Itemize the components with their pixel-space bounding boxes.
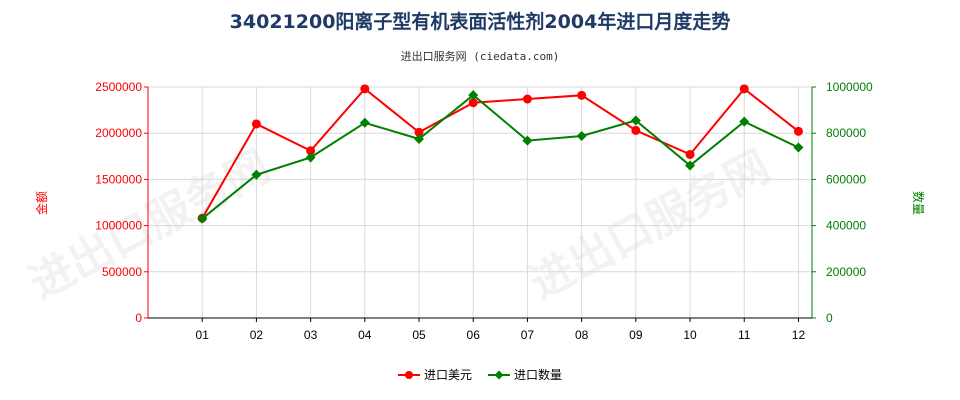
data-point	[468, 98, 478, 108]
legend-label: 进口数量	[514, 367, 562, 382]
right-tick-label: 1000000	[826, 80, 873, 94]
data-point	[414, 127, 424, 137]
left-tick-label: 1500000	[95, 172, 142, 186]
data-point	[739, 84, 749, 94]
legend-marker	[405, 371, 413, 379]
data-point	[359, 117, 370, 128]
data-point	[251, 169, 262, 180]
left-tick-label: 500000	[102, 265, 142, 279]
chart-title: 34021200阳离子型有机表面活性剂2004年进口月度走势	[230, 10, 731, 33]
x-tick-label: 01	[196, 328, 210, 342]
series-line-2	[201, 93, 799, 220]
legend: 进口美元 进口数量	[398, 367, 562, 382]
x-tick-label: 02	[250, 328, 264, 342]
left-tick-label: 1000000	[95, 219, 142, 233]
data-point	[305, 152, 316, 163]
right-tick-label: 200000	[826, 265, 866, 279]
x-tick-label: 09	[629, 328, 643, 342]
legend-marker	[494, 370, 504, 380]
legend-label: 进口美元	[424, 368, 472, 382]
data-point	[577, 90, 587, 100]
data-point	[522, 135, 533, 146]
left-tick-label: 2000000	[95, 126, 142, 140]
data-point	[576, 130, 587, 141]
data-point	[685, 149, 695, 159]
chart-subtitle: 进出口服务网 (ciedata.com)	[401, 49, 560, 63]
data-point	[631, 125, 641, 135]
x-tick-label: 06	[467, 328, 481, 342]
x-tick-label: 03	[304, 328, 318, 342]
x-tick-label: 04	[358, 328, 372, 342]
data-point	[197, 213, 208, 224]
x-tick-label: 12	[792, 328, 806, 342]
series-line-1	[201, 87, 800, 219]
right-tick-label: 600000	[826, 172, 866, 186]
data-point	[630, 115, 641, 126]
right-axis-label: 数量	[911, 191, 926, 215]
right-tick-label: 0	[826, 311, 833, 325]
right-tick-label: 400000	[826, 219, 866, 233]
data-point	[793, 126, 803, 136]
data-point	[468, 90, 479, 101]
x-tick-label: 08	[575, 328, 589, 342]
data-point	[793, 142, 804, 153]
x-tick-label: 07	[521, 328, 535, 342]
left-tick-label: 2500000	[95, 80, 142, 94]
series	[197, 84, 804, 224]
data-point	[251, 119, 261, 129]
data-point	[739, 116, 750, 127]
axes: 0 500000 1000000 1500000 2000000 2500000 0 2000…	[95, 80, 873, 342]
grid	[147, 86, 813, 319]
x-tick-label: 05	[412, 328, 426, 342]
x-tick-label: 11	[738, 328, 751, 342]
data-point	[360, 84, 370, 94]
left-tick-label: 0	[135, 311, 142, 325]
data-point	[306, 146, 316, 156]
data-point	[522, 94, 532, 104]
x-tick-label: 10	[683, 328, 697, 342]
data-point	[685, 160, 696, 171]
right-tick-label: 800000	[826, 126, 866, 140]
data-point	[414, 133, 425, 144]
left-axis-label: 金额	[34, 191, 49, 215]
